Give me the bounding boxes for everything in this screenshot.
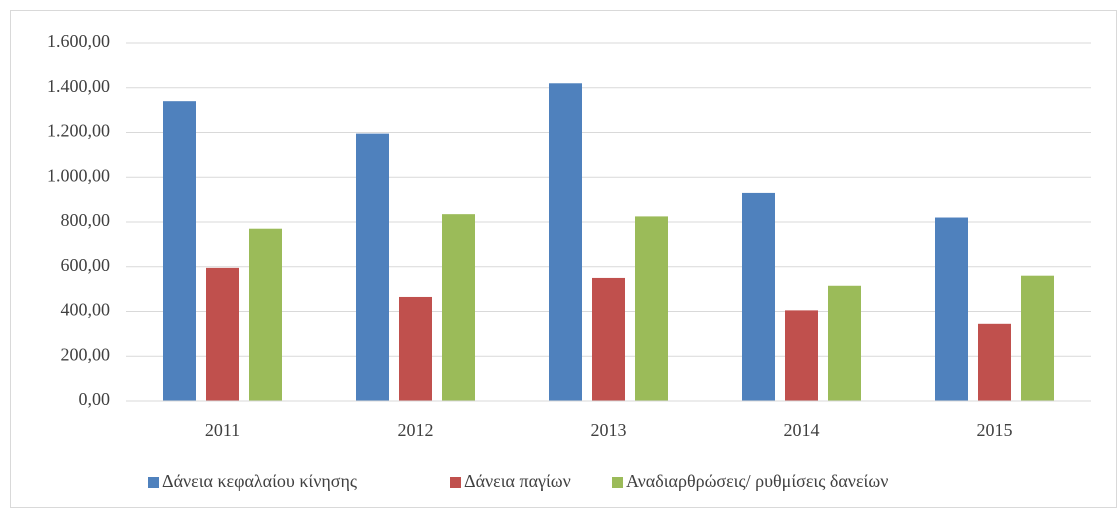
legend-swatch <box>450 477 461 488</box>
y-tick-label: 200,00 <box>61 344 111 364</box>
bar <box>785 310 818 401</box>
legend-label: Αναδιαρθρώσεις/ ρυθμίσεις δανείων <box>626 471 888 491</box>
bar <box>549 83 582 402</box>
y-tick-label: 1.600,00 <box>47 31 110 51</box>
bar <box>356 133 389 401</box>
x-tick-label: 2011 <box>205 420 240 440</box>
y-tick-label: 800,00 <box>61 210 111 230</box>
legend-label: Δάνεια κεφαλαίου κίνησης <box>162 471 357 491</box>
bar <box>249 228 282 401</box>
bar <box>592 277 625 401</box>
x-tick-label: 2014 <box>784 420 820 440</box>
y-tick-label: 600,00 <box>61 255 111 275</box>
bar <box>828 285 861 401</box>
bar <box>935 217 968 401</box>
x-tick-label: 2012 <box>398 420 434 440</box>
bar <box>1021 275 1054 401</box>
bar <box>206 267 239 401</box>
bar <box>399 296 432 401</box>
legend-swatch <box>148 477 159 488</box>
y-tick-label: 1.200,00 <box>47 121 110 141</box>
y-tick-label: 0,00 <box>79 389 111 409</box>
bar <box>742 192 775 401</box>
bar <box>442 214 475 401</box>
x-tick-label: 2013 <box>591 420 627 440</box>
y-tick-label: 1.400,00 <box>47 76 110 96</box>
bar <box>163 101 196 402</box>
bar <box>978 323 1011 401</box>
x-tick-label: 2015 <box>977 420 1013 440</box>
bar <box>635 216 668 401</box>
legend-label: Δάνεια παγίων <box>464 471 571 491</box>
legend-swatch <box>612 477 623 488</box>
y-tick-label: 400,00 <box>61 300 111 320</box>
y-tick-label: 1.000,00 <box>47 165 110 185</box>
